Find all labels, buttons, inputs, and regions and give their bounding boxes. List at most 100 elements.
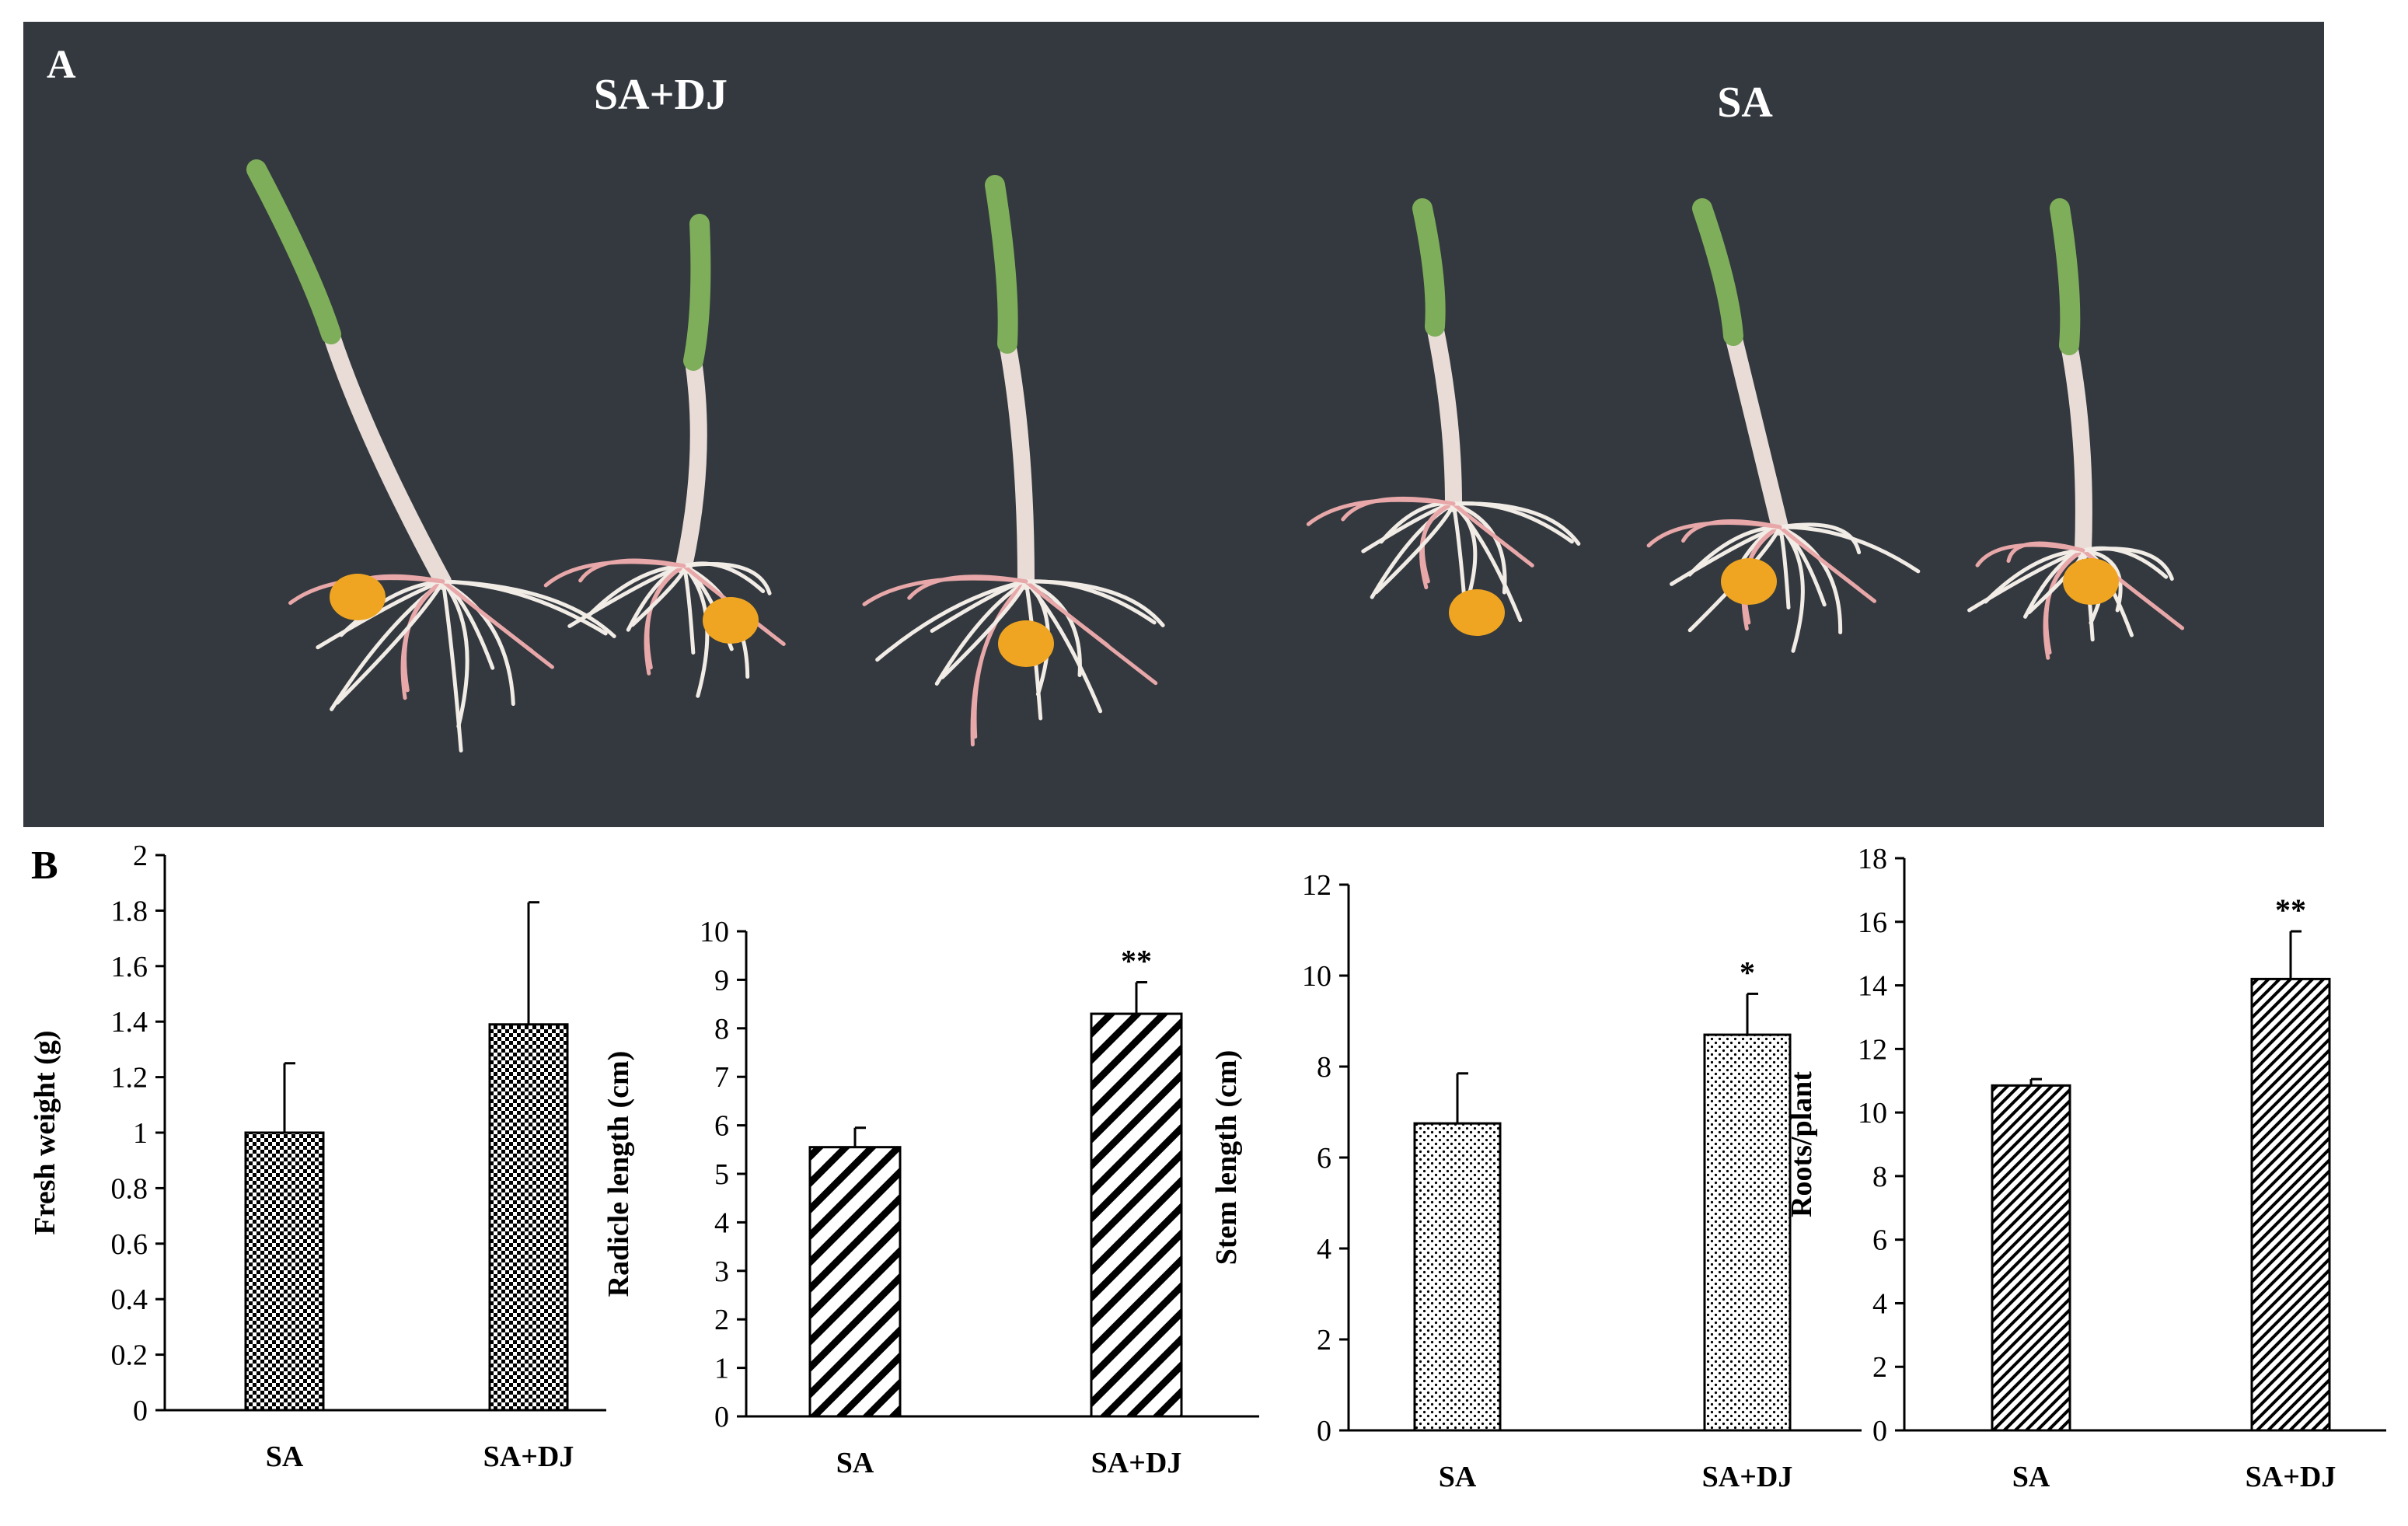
- root: [441, 579, 469, 728]
- photo-background: [23, 22, 2324, 827]
- root: [441, 579, 554, 669]
- leaf: [985, 175, 1018, 354]
- bar-sa-dj: [1703, 1033, 1792, 1432]
- stem: [675, 352, 707, 574]
- bar-chart-1: 0 0.2 0.4 0.6 0.8 1 1.2 1.4 1.6 1.8 2 Fresh weight …: [29, 840, 606, 1473]
- y-tick-label: 0: [714, 1401, 729, 1433]
- root: [316, 579, 445, 650]
- x-tick-label: SA: [836, 1447, 874, 1479]
- root: [970, 579, 1028, 747]
- y-tick-label: 2: [1317, 1324, 1331, 1357]
- leaf: [2050, 198, 2081, 355]
- y-tick-label: 6: [1872, 1224, 1887, 1257]
- root: [585, 564, 686, 619]
- root: [543, 560, 686, 588]
- seedling: [1646, 198, 1921, 653]
- y-tick-label: 16: [1858, 906, 1887, 939]
- stem: [1426, 318, 1462, 512]
- root: [339, 579, 445, 637]
- x-tick-label: SA+DJ: [1702, 1461, 1793, 1493]
- root: [1024, 579, 1110, 648]
- y-tick-label: 0.2: [111, 1339, 148, 1372]
- y-tick-label: 12: [1858, 1033, 1887, 1066]
- x-tick-label: SA+DJ: [2246, 1461, 2336, 1493]
- y-tick-label: 0.8: [111, 1172, 148, 1205]
- root: [1778, 525, 1791, 610]
- y-tick-label: 2: [133, 840, 148, 872]
- stem: [1725, 327, 1789, 536]
- y-tick-label: 0: [1317, 1415, 1331, 1447]
- y-tick-label: 0: [133, 1395, 148, 1427]
- y-tick-label: 8: [1317, 1051, 1331, 1084]
- seedling: [543, 214, 786, 698]
- root: [1374, 501, 1456, 595]
- group-label-sa-dj: SA+DJ: [594, 71, 728, 119]
- bar-chart-2: 0 1 2 3 4 5 6 7 8 9 10 Radicle length (cm) SA ** SA+DJ: [602, 916, 1259, 1479]
- y-tick-label: 4: [1872, 1287, 1887, 1320]
- bar-sa: [808, 1146, 902, 1418]
- seed: [1449, 589, 1505, 636]
- charts-group: 0 0.2 0.4 0.6 0.8 1 1.2 1.4 1.6 1.8 2 Fresh weight …: [29, 840, 2386, 1493]
- y-tick-label: 4: [714, 1206, 729, 1239]
- root: [1341, 496, 1456, 522]
- root: [934, 579, 1028, 686]
- seedling: [1967, 198, 2185, 660]
- y-tick-label: 2: [714, 1304, 729, 1336]
- y-tick-label: 6: [714, 1110, 729, 1143]
- significance-marker: *: [1740, 955, 1755, 990]
- y-tick-label: 8: [714, 1013, 729, 1046]
- root: [1451, 501, 1581, 546]
- y-tick-label: 12: [1302, 869, 1331, 902]
- y-tick-label: 1.8: [111, 895, 148, 927]
- root: [1778, 525, 1877, 603]
- seed: [998, 620, 1054, 667]
- y-tick-label: 14: [1858, 970, 1887, 1003]
- y-axis-label: Fresh weight (g): [29, 1030, 61, 1234]
- root: [1646, 521, 1782, 548]
- panel-b-label: B: [31, 843, 58, 888]
- y-axis-label: Stem length (cm): [1210, 1050, 1243, 1265]
- root: [1984, 548, 2085, 604]
- root: [875, 579, 1028, 662]
- bar-sa-dj: [1090, 1012, 1183, 1418]
- leaf: [1692, 198, 1743, 346]
- seed: [703, 597, 759, 644]
- y-tick-label: 5: [714, 1158, 729, 1191]
- y-axis-label: Radicle length (cm): [602, 1051, 635, 1297]
- root: [1778, 525, 1843, 634]
- x-tick-label: SA+DJ: [1091, 1447, 1182, 1479]
- root: [1687, 525, 1782, 577]
- x-tick-label: SA+DJ: [483, 1440, 574, 1473]
- seedlings-group: [246, 159, 2185, 753]
- root: [1451, 501, 1534, 567]
- root: [1419, 501, 1456, 590]
- root: [1024, 579, 1103, 714]
- bar-sa-dj: [2250, 977, 2331, 1432]
- group-label-sa: SA: [1717, 79, 1773, 127]
- root: [441, 579, 616, 638]
- y-tick-label: 1.2: [111, 1062, 148, 1095]
- y-tick-label: 1.4: [111, 1006, 148, 1039]
- y-tick-label: 18: [1858, 843, 1887, 875]
- panel-a-label: A: [47, 43, 76, 87]
- y-tick-label: 2: [1872, 1351, 1887, 1384]
- seed: [2063, 558, 2119, 605]
- root: [2006, 541, 2085, 564]
- y-axis-label: Roots/plant: [1785, 1071, 1818, 1217]
- y-tick-label: 1: [714, 1353, 729, 1385]
- y-tick-label: 6: [1317, 1142, 1331, 1175]
- bar-sa: [1413, 1122, 1502, 1432]
- y-tick-label: 0.6: [111, 1228, 148, 1261]
- bar-sa: [244, 1131, 325, 1412]
- significance-marker: **: [2275, 892, 2306, 927]
- leaf: [246, 159, 341, 344]
- bar-chart-4: 0 2 4 6 8 10 12 14 16 18 Roots/plant SA ** SA+DJ: [1785, 843, 2386, 1493]
- y-tick-label: 3: [714, 1255, 729, 1288]
- root: [1778, 522, 1862, 555]
- seed: [1721, 558, 1777, 605]
- y-tick-label: 0: [1872, 1415, 1887, 1447]
- y-tick-label: 1: [133, 1117, 148, 1150]
- root: [682, 562, 772, 595]
- y-tick-label: 9: [714, 964, 729, 997]
- seedling: [246, 159, 616, 753]
